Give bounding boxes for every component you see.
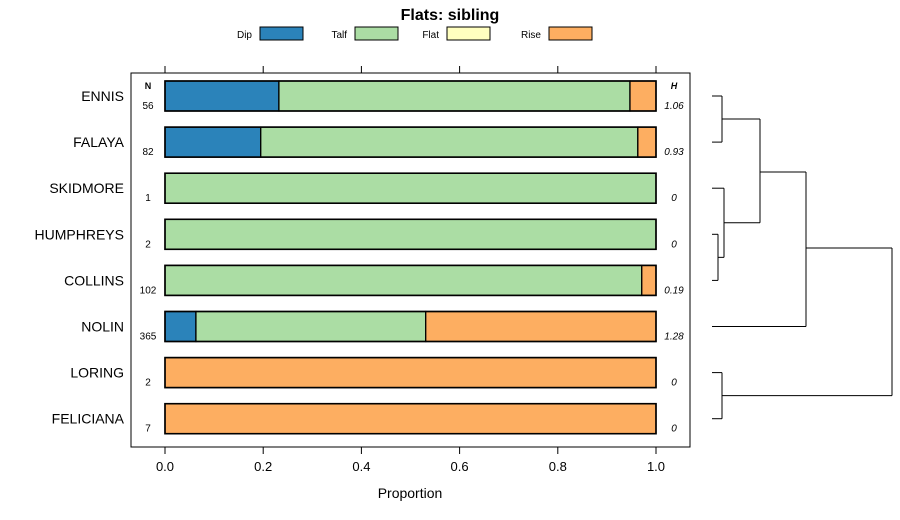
legend-swatch (548, 26, 593, 41)
legend-label: Rise (521, 30, 541, 41)
bar-segment-rise (637, 126, 657, 158)
bar-outline (164, 310, 657, 343)
x-tick-label: 0.0 (156, 459, 174, 474)
x-tick-label: 0.4 (352, 459, 370, 474)
legend-swatch (259, 26, 304, 41)
legend-label: Flat (422, 30, 439, 41)
h-column-header: H (671, 81, 678, 91)
bar-segment-talf (164, 264, 643, 297)
row-labels: ENNIS 56 1.06 FALAYA 82 0.93 SKIDMORE 1 0 HUMPHRE… (35, 88, 685, 435)
row-label: LORING (70, 365, 124, 381)
row-label: SKIDMORE (49, 180, 124, 196)
bar-outline (164, 402, 657, 435)
bars (164, 80, 657, 435)
h-value: 0 (671, 193, 677, 204)
legend: Dip Talf Flat Rise (237, 26, 593, 41)
h-value: 0 (671, 424, 677, 435)
legend-label: Dip (237, 30, 252, 41)
row-label: FELICIANA (52, 411, 125, 427)
bar-segment-rise (164, 356, 657, 389)
row-label: COLLINS (64, 272, 124, 288)
bar-outline (164, 80, 657, 112)
bar-segment-rise (629, 80, 657, 112)
n-value: 2 (145, 239, 151, 250)
x-tick-label: 0.8 (549, 459, 567, 474)
row-label: ENNIS (81, 88, 124, 104)
row-label: NOLIN (81, 319, 124, 335)
plot-frame (130, 72, 691, 448)
bar-segment-talf (164, 218, 657, 250)
bar-segment-dip (164, 126, 262, 158)
bar-outline (164, 126, 657, 158)
legend-swatch (446, 26, 491, 41)
x-axis-label: Proportion (378, 485, 443, 501)
h-value: 1.28 (664, 332, 684, 343)
bar-segment-talf (278, 80, 631, 112)
dendrogram (712, 95, 893, 420)
h-value: 0 (671, 378, 677, 389)
bar-outline (164, 218, 657, 251)
legend-swatch (354, 26, 399, 41)
chart-title: Flats: sibling (401, 7, 500, 24)
bar-outline (164, 264, 657, 297)
bar-segment-dip (164, 310, 197, 343)
row-label: HUMPHREYS (35, 226, 124, 242)
n-value: 82 (142, 147, 154, 158)
bar-segment-talf (164, 172, 657, 204)
bar-segment-rise (425, 310, 657, 343)
n-value: 7 (145, 424, 151, 435)
h-value: 0 (671, 239, 677, 250)
row-label: FALAYA (73, 134, 125, 150)
bar-segment-talf (195, 310, 427, 343)
h-value: 0.19 (664, 285, 684, 296)
n-column-header: N (145, 81, 152, 91)
n-value: 56 (142, 101, 154, 112)
x-tick-label: 0.2 (254, 459, 272, 474)
n-value: 365 (140, 332, 157, 343)
bar-segment-rise (164, 403, 657, 435)
bar-segment-dip (164, 80, 280, 112)
bar-segment-rise (641, 264, 657, 297)
bar-segment-talf (260, 126, 639, 158)
bar-outline (164, 172, 657, 204)
x-tick-label: 0.6 (451, 459, 469, 474)
legend-label: Talf (331, 30, 347, 41)
bar-outline (164, 356, 657, 389)
n-value: 2 (145, 378, 151, 389)
x-axis: 0.0 0.2 0.4 0.6 0.8 1.0 (156, 66, 665, 474)
n-value: 1 (145, 193, 151, 204)
h-value: 1.06 (664, 101, 684, 112)
h-value: 0.93 (664, 147, 684, 158)
x-tick-label: 1.0 (647, 459, 665, 474)
n-value: 102 (140, 285, 157, 296)
